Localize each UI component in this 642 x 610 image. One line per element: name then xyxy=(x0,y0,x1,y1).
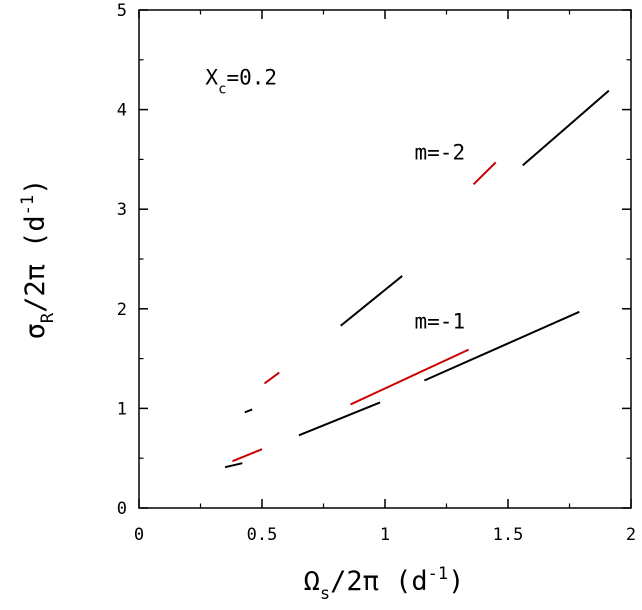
red-segment xyxy=(232,448,263,463)
black-segment xyxy=(224,462,243,469)
x-tick-label: 1.5 xyxy=(493,525,524,545)
y-tick-label: 0 xyxy=(117,499,127,519)
black-segment xyxy=(244,408,253,414)
x-tick-label: 0.5 xyxy=(247,525,278,545)
x-tick-label: 2 xyxy=(626,525,636,545)
annotations: Xc=0.2 m=-2 m=-1 xyxy=(205,66,465,334)
red-segment xyxy=(263,371,280,385)
y-axis-label: σR/2π (d-1) xyxy=(18,179,58,340)
x-axis-label: Ωs/2π (d-1) xyxy=(304,564,465,604)
red-segment xyxy=(472,161,497,186)
black-segment xyxy=(298,401,381,437)
y-tick-label: 2 xyxy=(117,300,127,320)
y-tick-label: 3 xyxy=(117,200,127,220)
x-tick-label: 0 xyxy=(134,525,144,545)
x-tick-label: 1 xyxy=(380,525,390,545)
y-tick-label: 4 xyxy=(117,101,127,121)
black-segment xyxy=(340,275,403,327)
y-tick-label: 1 xyxy=(117,399,127,419)
annotation-m1: m=-1 xyxy=(415,310,466,334)
y-tick-label: 5 xyxy=(117,1,127,21)
red-segment xyxy=(350,348,470,406)
black-segment xyxy=(522,89,610,167)
data-series xyxy=(224,89,610,469)
annotation-xc: Xc=0.2 xyxy=(205,66,277,98)
annotation-m2: m=-2 xyxy=(415,140,466,164)
tick-labels: 0 0.5 1 1.5 2 0 1 2 3 4 5 xyxy=(117,1,636,545)
ticks xyxy=(138,9,632,509)
black-segment xyxy=(423,310,580,382)
